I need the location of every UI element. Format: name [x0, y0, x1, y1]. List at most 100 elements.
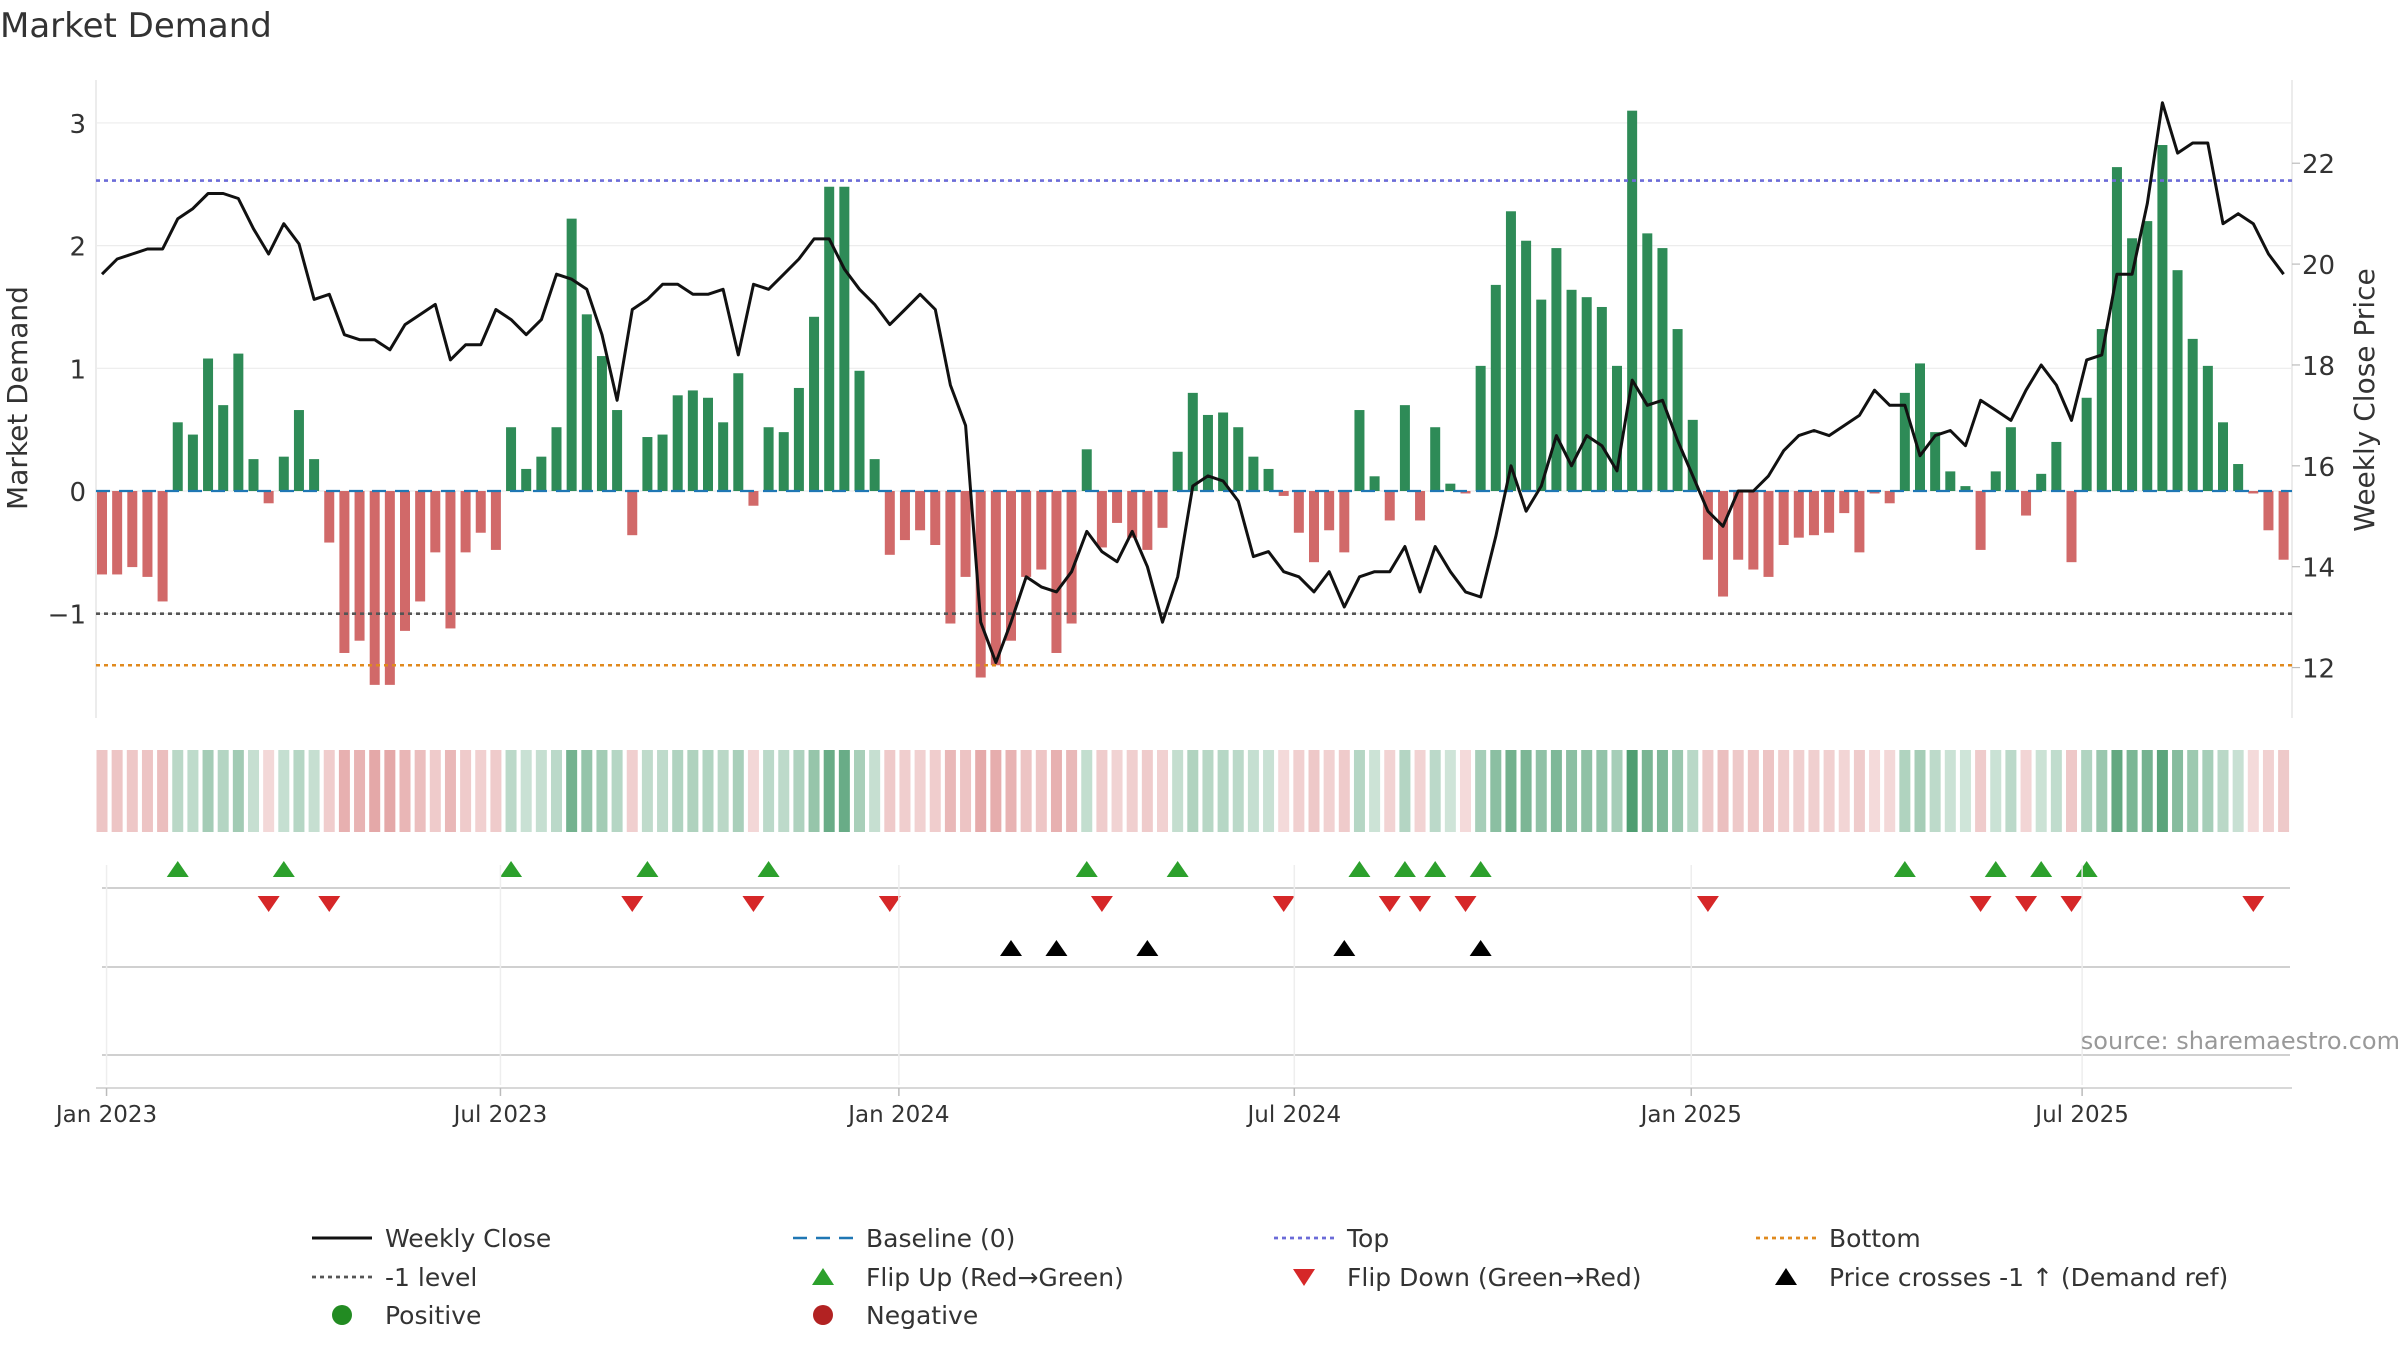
demand-bar-positive [2202, 365, 2213, 492]
y2-tick-label: 16 [2302, 453, 2335, 483]
flip-up-marker [1166, 861, 1189, 877]
demand-bar-positive [1945, 471, 1956, 492]
demand-bar-negative [460, 491, 471, 553]
strip-cell [2005, 750, 2017, 832]
flip-down-marker [1969, 896, 1992, 912]
demand-bar-positive [1505, 211, 1516, 492]
strip-cell [2232, 750, 2244, 832]
y-tick-label: −1 [48, 601, 86, 631]
demand-bar-positive [1475, 365, 1486, 492]
demand-bar-positive [2036, 473, 2047, 492]
strip-cell [1550, 750, 1562, 832]
flip-down-marker [1454, 896, 1477, 912]
strip-cell [1838, 750, 1850, 832]
strip-cell [1202, 750, 1214, 832]
flip-down-marker [621, 896, 644, 912]
strip-cell [1793, 750, 1805, 832]
demand-bar-positive [2081, 397, 2092, 492]
demand-bar-positive [657, 434, 668, 492]
demand-bar-positive [1172, 451, 1183, 492]
strip-cell [1702, 750, 1714, 832]
strip-cell [1187, 750, 1199, 832]
strip-cell [1247, 750, 1259, 832]
strip-cell [2262, 750, 2274, 832]
demand-bar-negative [990, 491, 1001, 666]
strip-cell [2156, 750, 2168, 832]
strip-cell [520, 750, 532, 832]
strip-cell [1520, 750, 1532, 832]
demand-bars [97, 110, 2289, 685]
flip-up-marker [500, 861, 523, 877]
x-tick-label: Jan 2025 [1639, 1102, 1742, 1128]
demand-bar-positive [1930, 432, 1941, 492]
demand-bar-positive [869, 459, 880, 492]
strip-cell [1566, 750, 1578, 832]
weekly-close-line [100, 101, 2285, 664]
demand-bar-positive [2157, 145, 2168, 492]
demand-bar-positive [1657, 248, 1668, 492]
demand-bar-positive [703, 397, 713, 492]
demand-bar-positive [839, 186, 850, 492]
strip-cell [2247, 750, 2259, 832]
strip-cell [323, 750, 335, 832]
strip-cell [657, 750, 669, 832]
demand-bar-positive [1612, 365, 1622, 492]
demand-bar-negative [475, 491, 486, 533]
demand-bar-negative [1839, 491, 1850, 514]
demand-bar-negative [2248, 491, 2259, 494]
demand-bar-negative [627, 491, 638, 536]
demand-bar-negative [945, 491, 956, 624]
strip-cell [990, 750, 1002, 832]
demand-bar-negative [1112, 491, 1123, 523]
strip-cell [1308, 750, 1320, 832]
strip-cell [217, 750, 229, 832]
strip-cell [263, 750, 275, 832]
strip-cell [2081, 750, 2093, 832]
flip-down-marker [2060, 896, 2083, 912]
strip-cell [1732, 750, 1744, 832]
strip-cell [1081, 750, 1093, 832]
strip-cell [1990, 750, 2002, 832]
demand-bar-positive [1899, 392, 1910, 492]
demand-bar-positive [1536, 299, 1547, 492]
demand-bar-negative [1702, 491, 1713, 560]
strip-cell [581, 750, 593, 832]
demand-bar-positive [203, 358, 214, 492]
strip-cell [717, 750, 729, 832]
strip-cell [1035, 750, 1047, 832]
price-cross-marker [1333, 940, 1356, 956]
strip-cell [278, 750, 290, 832]
demand-bar-negative [400, 491, 410, 631]
x-tick-label: Jul 2025 [2033, 1102, 2129, 1128]
strip-cell [975, 750, 987, 832]
strip-cell [293, 750, 305, 832]
strip-cell [157, 750, 169, 832]
strip-cell [490, 750, 502, 832]
legend-item: Flip Up (Red→Green) [812, 1263, 1124, 1292]
flip-down-marker [257, 896, 280, 912]
strip-cell [1066, 750, 1078, 832]
demand-bar-positive [687, 390, 698, 492]
y2-tick-label: 14 [2302, 554, 2335, 584]
strip-cell [838, 750, 850, 832]
strip-cell [1050, 750, 1062, 832]
demand-bar-positive [2233, 464, 2244, 492]
flip-up-marker [2030, 861, 2053, 877]
strip-cell [1490, 750, 1502, 832]
demand-bar-positive [2005, 427, 2016, 492]
demand-bar-negative [445, 491, 456, 629]
strip-cell [747, 750, 759, 832]
demand-bar-negative [930, 491, 941, 546]
strip-cell [1626, 750, 1638, 832]
demand-bar-positive [1430, 427, 1441, 492]
demand-bar-negative [1324, 491, 1335, 531]
demand-bar-negative [157, 491, 168, 602]
strip-cell [2278, 750, 2290, 832]
flip-down-marker [878, 896, 901, 912]
strip-cell [1505, 750, 1517, 832]
demand-bar-positive [1642, 233, 1653, 492]
strip-cell [414, 750, 426, 832]
demand-bar-negative [354, 491, 365, 641]
demand-bar-positive [521, 468, 532, 492]
